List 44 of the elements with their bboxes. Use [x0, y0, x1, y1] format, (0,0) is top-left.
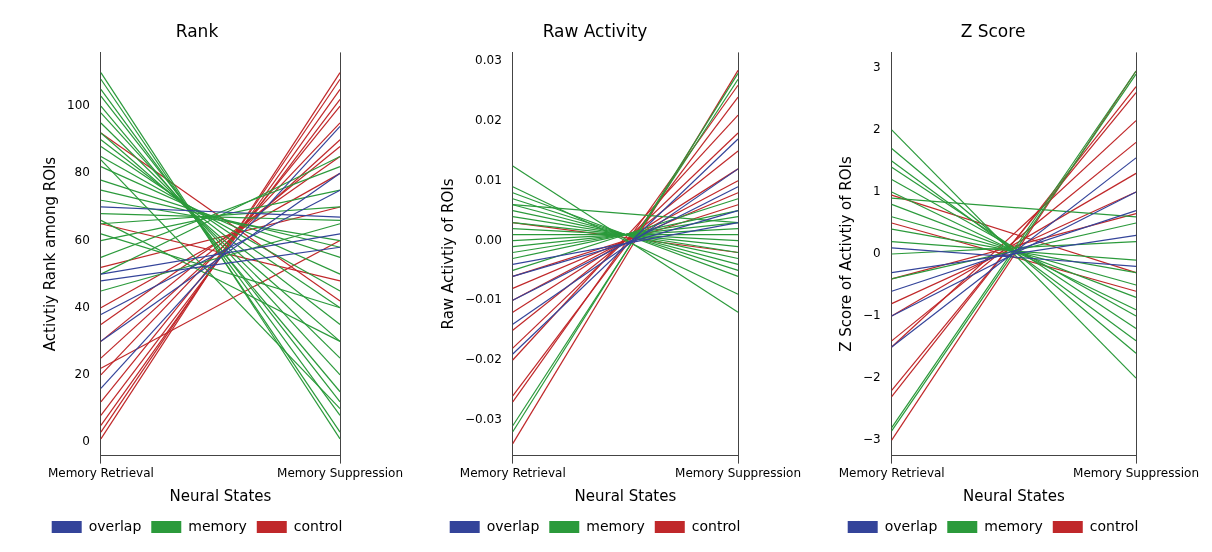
- x-tick-label: Memory Suppression: [277, 465, 403, 480]
- y-tick-label: 3: [873, 60, 881, 75]
- x-axis-title: Neural States: [169, 486, 272, 505]
- y-tick-label: −0.03: [464, 411, 502, 426]
- chart-title: Raw Activity: [542, 20, 648, 41]
- y-axis-title: Activtiy Rank among ROIs: [40, 156, 59, 352]
- x-tick-label: Memory Suppression: [675, 465, 801, 480]
- x-tick-label: Memory Retrieval: [838, 465, 945, 480]
- x-axis-title: Neural States: [962, 486, 1065, 505]
- legend-label: memory: [188, 517, 247, 534]
- chart-title: Rank: [175, 20, 219, 41]
- y-tick-label: −2: [862, 370, 881, 385]
- legend-label: memory: [586, 517, 645, 534]
- y-tick-label: 60: [74, 232, 90, 247]
- y-tick-label: 0.02: [475, 113, 502, 128]
- x-tick-label: Memory Suppression: [1073, 465, 1199, 480]
- legend-label: control: [691, 517, 741, 534]
- legend-label: overlap: [884, 517, 938, 534]
- y-tick-label: 80: [74, 165, 90, 180]
- y-axis-title: Z Score of Activtiy of ROIs: [836, 156, 855, 352]
- y-tick-label: 100: [67, 98, 90, 113]
- x-axis-title: Neural States: [574, 486, 677, 505]
- chart-title: Z Score: [960, 20, 1026, 41]
- y-tick-label: −0.01: [464, 292, 502, 307]
- y-tick-label: 20: [74, 367, 90, 382]
- y-tick-label: −0.02: [464, 352, 502, 367]
- y-tick-label: 1: [873, 184, 881, 199]
- y-tick-label: 0: [873, 246, 881, 261]
- y-tick-label: 0: [82, 434, 90, 449]
- legend-label: control: [1089, 517, 1139, 534]
- y-axis-title: Raw Activtiy of ROIs: [438, 178, 457, 330]
- legend-label: overlap: [486, 517, 540, 534]
- y-tick-label: 0.03: [475, 53, 502, 68]
- y-tick-label: 2: [873, 122, 881, 137]
- legend-label: overlap: [88, 517, 142, 534]
- legend-label: memory: [984, 517, 1043, 534]
- y-tick-label: −3: [862, 432, 881, 447]
- legend-label: control: [293, 517, 343, 534]
- y-tick-label: 0.00: [475, 232, 502, 247]
- y-tick-label: 0.01: [475, 172, 502, 187]
- y-tick-label: 40: [74, 299, 90, 314]
- y-tick-label: −1: [862, 308, 881, 323]
- x-tick-label: Memory Retrieval: [459, 465, 566, 480]
- x-tick-label: Memory Retrieval: [47, 465, 154, 480]
